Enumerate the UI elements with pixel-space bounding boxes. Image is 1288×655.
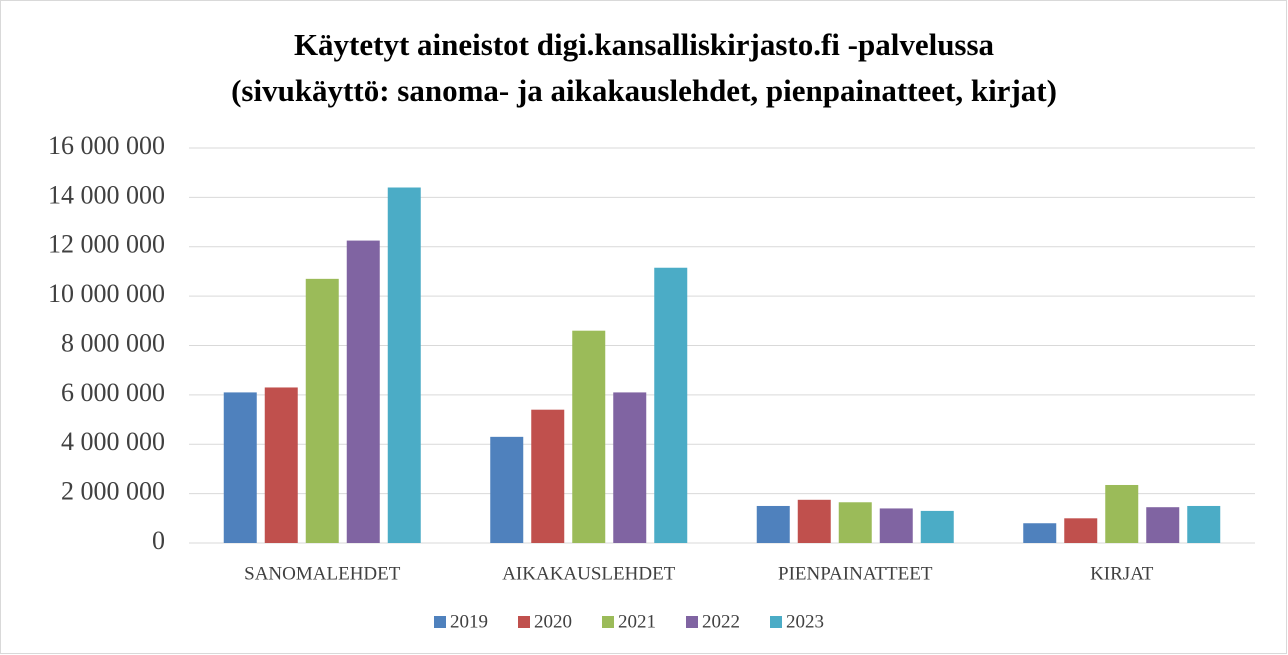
bar bbox=[1187, 505, 1221, 543]
bar bbox=[1146, 507, 1180, 543]
bar bbox=[879, 508, 913, 543]
legend-swatch bbox=[770, 616, 782, 628]
bar bbox=[1023, 523, 1057, 543]
y-tick-label: 10 000 000 bbox=[48, 279, 165, 308]
bar bbox=[346, 240, 380, 543]
bar bbox=[572, 330, 606, 543]
bar bbox=[756, 505, 790, 543]
bar bbox=[1105, 484, 1139, 543]
legend-swatch bbox=[518, 616, 530, 628]
y-tick-label: 16 000 000 bbox=[48, 131, 165, 160]
bar bbox=[613, 392, 647, 543]
bar bbox=[223, 392, 257, 543]
bar bbox=[387, 187, 421, 543]
x-tick-label: AIKAKAUSLEHDET bbox=[502, 563, 675, 584]
legend-swatch bbox=[434, 616, 446, 628]
bar bbox=[531, 409, 565, 543]
legend-swatch bbox=[686, 616, 698, 628]
legend-label: 2023 bbox=[786, 611, 824, 632]
y-tick-label: 8 000 000 bbox=[61, 328, 165, 357]
y-tick-label: 12 000 000 bbox=[48, 230, 165, 259]
bar bbox=[920, 510, 954, 543]
legend-label: 2019 bbox=[450, 611, 488, 632]
y-tick-label: 2 000 000 bbox=[61, 477, 165, 506]
bar bbox=[1064, 518, 1098, 543]
bar bbox=[797, 499, 831, 543]
x-tick-label: SANOMALEHDET bbox=[244, 563, 401, 584]
legend-label: 2022 bbox=[702, 611, 740, 632]
bar bbox=[838, 502, 872, 543]
y-tick-label: 4 000 000 bbox=[61, 427, 165, 456]
legend-swatch bbox=[602, 616, 614, 628]
legend-label: 2021 bbox=[618, 611, 656, 632]
bar bbox=[490, 436, 524, 543]
y-tick-label: 0 bbox=[152, 526, 165, 555]
bar bbox=[654, 267, 688, 543]
y-tick-label: 6 000 000 bbox=[61, 378, 165, 407]
bar bbox=[305, 278, 339, 543]
x-tick-label: KIRJAT bbox=[1090, 563, 1154, 584]
y-tick-label: 14 000 000 bbox=[48, 180, 165, 209]
x-tick-label: PIENPAINATTEET bbox=[778, 563, 933, 584]
chart-title: Käytetyt aineistot digi.kansalliskirjast… bbox=[294, 27, 995, 62]
legend-label: 2020 bbox=[534, 611, 572, 632]
bar bbox=[264, 387, 298, 543]
chart-title: (sivukäyttö: sanoma- ja aikakauslehdet, … bbox=[231, 73, 1057, 108]
